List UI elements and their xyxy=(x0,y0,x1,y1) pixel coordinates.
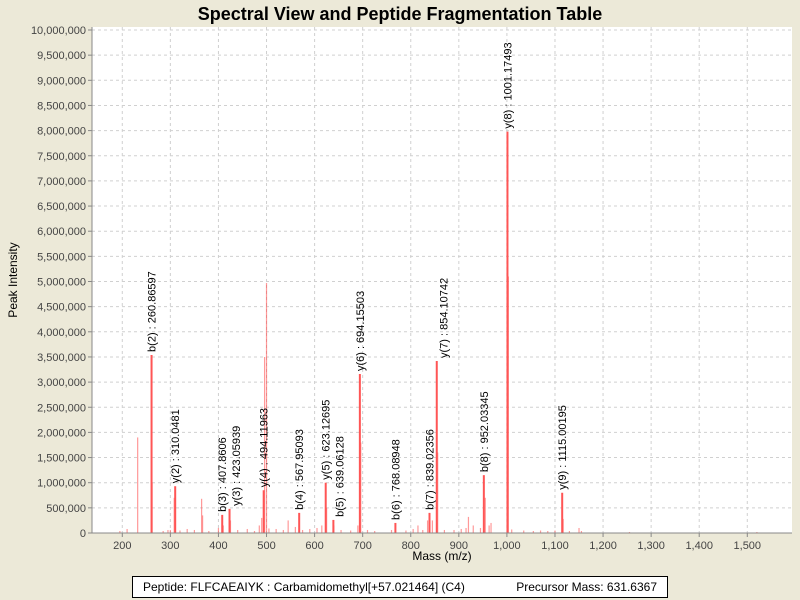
y-tick-label: 9,500,000 xyxy=(37,50,86,62)
peak-label: b(6) : 768.08948 xyxy=(390,439,402,520)
y-tick-label: 5,500,000 xyxy=(37,251,86,263)
x-tick-label: 700 xyxy=(353,540,371,552)
peak-label: b(5) : 639.06128 xyxy=(335,436,347,517)
axes: 200 300 400 500 600 700 800 900 1,000 1,100 1,200 1… xyxy=(31,25,792,552)
x-tick-label: 1,300 xyxy=(637,540,665,552)
y-tick-label: 1,500,000 xyxy=(37,453,86,465)
x-tick-label: 300 xyxy=(161,540,179,552)
plot-area xyxy=(92,27,792,533)
x-axis-label: Mass (m/z) xyxy=(412,549,471,563)
peptide-text: Peptide: FLFCAEAIYK : Carbamidomethyl[+5… xyxy=(143,580,465,594)
peak-label: y(9) : 1115.00195 xyxy=(557,405,569,490)
y-tick-label: 4,500,000 xyxy=(37,302,86,314)
peptide-info-box: Peptide: FLFCAEAIYK : Carbamidomethyl[+5… xyxy=(132,576,668,598)
peak-label: y(5) : 623.12695 xyxy=(321,400,333,480)
y-tick-label: 5,000,000 xyxy=(37,277,86,289)
precursor-mass-text: Precursor Mass: 631.6367 xyxy=(516,580,657,594)
peak-label: y(6) : 694.15503 xyxy=(355,291,367,371)
x-tick-label: 1,200 xyxy=(589,540,617,552)
peak-labels: b(2) : 260.86597 y(2) : 310.0481 b(3) : 40… xyxy=(147,42,570,520)
y-tick-label: 10,000,000 xyxy=(31,25,86,37)
y-tick-label: 8,500,000 xyxy=(37,100,86,112)
peak-label: y(8) : 1001.17493 xyxy=(502,42,514,128)
peak-label: y(7) : 854.10742 xyxy=(439,278,451,358)
y-tick-label: 7,000,000 xyxy=(37,176,86,188)
peak-label: y(4) : 494.11963 xyxy=(259,408,271,487)
y-tick-label: 3,000,000 xyxy=(37,377,86,389)
chart-title: Spectral View and Peptide Fragmentation … xyxy=(198,4,602,24)
grid-lines xyxy=(92,27,792,533)
x-tick-label: 200 xyxy=(113,540,131,552)
y-tick-label: 8,000,000 xyxy=(37,126,86,138)
y-axis-label: Peak Intensity xyxy=(6,242,20,317)
x-tick-label: 1,400 xyxy=(685,540,713,552)
y-tick-label: 9,000,000 xyxy=(37,75,86,87)
y-tick-label: 3,500,000 xyxy=(37,352,86,364)
x-tick-label: 500 xyxy=(257,540,275,552)
x-tick-label: 1,500 xyxy=(734,540,762,552)
y-tick-label: 7,500,000 xyxy=(37,151,86,163)
peak-label: y(2) : 310.0481 xyxy=(170,409,182,483)
y-tick-label: 0 xyxy=(80,528,86,540)
peak-label: b(3) : 407.8606 xyxy=(217,437,229,512)
peak-label: b(2) : 260.86597 xyxy=(147,271,159,352)
x-tick-label: 600 xyxy=(305,540,323,552)
peaks xyxy=(119,131,758,533)
y-tick-label: 6,000,000 xyxy=(37,226,86,238)
x-tick-label: 400 xyxy=(209,540,227,552)
peak-label: b(4) : 567.95093 xyxy=(294,429,306,510)
y-tick-label: 4,000,000 xyxy=(37,327,86,339)
x-tick-label: 1,000 xyxy=(493,540,521,552)
peak-label: y(3) : 423.05939 xyxy=(231,426,243,506)
y-tick-label: 2,500,000 xyxy=(37,402,86,414)
y-tick-label: 2,000,000 xyxy=(37,427,86,439)
x-tick-label: 800 xyxy=(402,540,420,552)
x-tick-label: 1,100 xyxy=(541,540,569,552)
y-tick-label: 1,000,000 xyxy=(37,478,86,490)
peak-label: b(7) : 839.02356 xyxy=(425,429,437,510)
peak-label: b(8) : 952.03345 xyxy=(479,391,491,472)
y-tick-label: 6,500,000 xyxy=(37,201,86,213)
y-tick-label: 500,000 xyxy=(46,503,86,515)
x-tick-label: 900 xyxy=(450,540,468,552)
